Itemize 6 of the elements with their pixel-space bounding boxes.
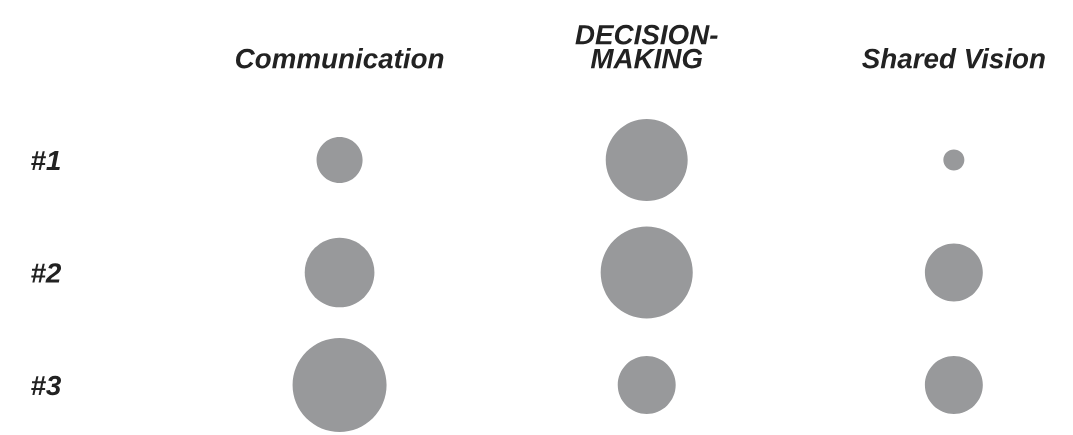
x-tick-label: Communication bbox=[236, 47, 444, 69]
y-tick-label: #3 bbox=[31, 375, 62, 396]
y-tick-label: #2 bbox=[31, 263, 62, 283]
y-tick-label: #1 bbox=[31, 150, 60, 171]
x-tick-label: Shared Vision bbox=[862, 47, 1045, 69]
x-tick-label: DECISION- MAKING bbox=[575, 24, 718, 69]
